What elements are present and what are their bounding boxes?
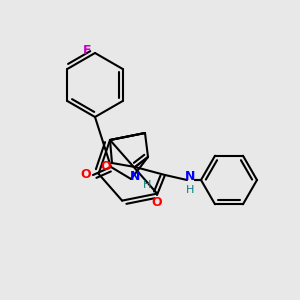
Text: F: F <box>83 44 91 58</box>
Text: O: O <box>152 196 162 209</box>
Text: N: N <box>130 170 140 184</box>
Text: H: H <box>143 180 151 190</box>
Text: N: N <box>185 170 195 184</box>
Text: O: O <box>101 160 111 173</box>
Text: O: O <box>81 169 91 182</box>
Text: H: H <box>186 185 194 195</box>
